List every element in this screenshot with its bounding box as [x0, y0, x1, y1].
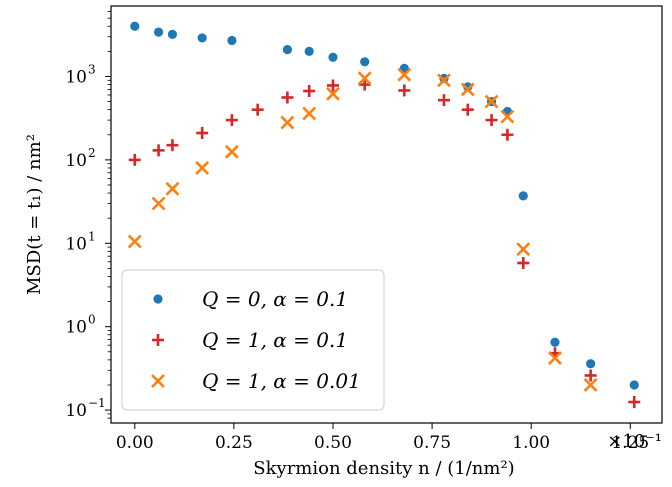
data-point-series-2: [548, 351, 562, 366]
data-point-series-1: [461, 103, 474, 116]
data-point-series-2: [195, 161, 210, 175]
x-tick-label: 1.00: [512, 433, 550, 453]
data-point-series-2: [583, 378, 598, 392]
data-point-series-1: [485, 114, 498, 127]
x-axis-label: Skyrmion density n / (1/nm²): [253, 458, 514, 479]
y-tick-label: 10: [65, 401, 87, 421]
data-point-series-0: [304, 46, 314, 56]
data-point-series-0: [130, 21, 140, 31]
data-point-series-1: [326, 79, 339, 92]
data-point-series-0: [282, 45, 292, 55]
data-point-series-1: [628, 395, 641, 408]
plot-frame: [110, 5, 663, 424]
legend-box: [121, 269, 385, 411]
data-point-series-0: [550, 337, 560, 347]
data-point-series-2: [460, 82, 475, 97]
axis-labels: Skyrmion density n / (1/nm²) MSD(t = t₁) …: [24, 134, 662, 479]
legend: Q = 0, α = 0.1 Q = 1, α = 0.1 Q = 1, α = 0…: [121, 269, 385, 411]
data-point-series-2: [165, 181, 180, 196]
legend-marker-0: [153, 294, 163, 304]
data-point-series-2: [397, 67, 412, 82]
data-point-series-2: [516, 242, 531, 257]
x-tick-label: 0.75: [413, 433, 451, 453]
y-tick-exponent: 1: [88, 229, 96, 243]
data-point-series-1: [517, 257, 530, 270]
data-point-series-1: [281, 91, 294, 104]
data-point-series-2: [280, 115, 295, 130]
data-point-series-1: [225, 114, 238, 127]
data-point-series-2: [357, 71, 372, 86]
data-point-series-2: [326, 86, 340, 101]
x-tick-label: 0.50: [314, 433, 352, 453]
data-point-series-0: [439, 73, 449, 83]
legend-label-0: Q = 0, α = 0.1: [202, 287, 348, 311]
data-point-series-0: [227, 35, 237, 46]
data-point-series-1: [358, 78, 371, 91]
data-point-series-2: [302, 106, 317, 121]
x-tick-label: 0.00: [116, 433, 154, 453]
y-tick-exponent: 2: [88, 146, 96, 160]
data-point-series-0: [629, 380, 639, 390]
data-point-series-1: [128, 153, 141, 166]
legend-label-2: Q = 1, α = 0.01: [202, 369, 361, 393]
x-tick-label: 0.25: [215, 433, 253, 453]
data-point-series-0: [167, 29, 178, 39]
y-axis-label: MSD(t = t₁) / nm²: [24, 134, 45, 295]
x-axis-multiplier: ×10⁻¹: [607, 431, 662, 452]
y-tick-label: 10: [65, 318, 87, 338]
data-point-series-1: [398, 84, 411, 97]
data-point-series-2: [127, 234, 142, 249]
data-point-series-1: [584, 369, 597, 382]
data-point-series-1: [501, 128, 514, 141]
data-point-series-2: [437, 73, 451, 88]
data-point-series-2: [151, 196, 166, 211]
data-point-series-0: [518, 191, 528, 201]
data-point-series-2: [224, 144, 239, 159]
y-tick-label: 10: [65, 151, 87, 171]
plot-marks: [127, 21, 641, 408]
data-point-series-2: [484, 94, 499, 109]
data-point-series-0: [360, 57, 370, 67]
legend-marker-1: [152, 334, 164, 346]
data-point-series-1: [437, 94, 450, 107]
y-tick-exponent: 3: [88, 62, 96, 76]
data-point-series-0: [586, 359, 596, 369]
data-point-series-0: [197, 33, 207, 43]
data-point-series-2: [500, 109, 515, 124]
x-tick-label: 1.25: [611, 433, 649, 453]
data-point-series-1: [196, 127, 209, 140]
y-tick-exponent: 0: [88, 313, 96, 327]
data-point-series-1: [251, 103, 264, 116]
data-point-series-1: [166, 139, 179, 152]
legend-marker-2: [151, 374, 165, 388]
legend-label-1: Q = 1, α = 0.1: [202, 328, 348, 352]
y-tick-exponent: −1: [88, 396, 106, 410]
y-tick-label: 10: [65, 234, 87, 254]
data-point-series-0: [328, 52, 338, 62]
y-tick-label: 10: [65, 67, 87, 87]
data-point-series-0: [463, 82, 473, 92]
data-point-series-0: [153, 27, 164, 37]
data-point-series-1: [303, 84, 316, 97]
data-point-series-1: [152, 144, 165, 157]
